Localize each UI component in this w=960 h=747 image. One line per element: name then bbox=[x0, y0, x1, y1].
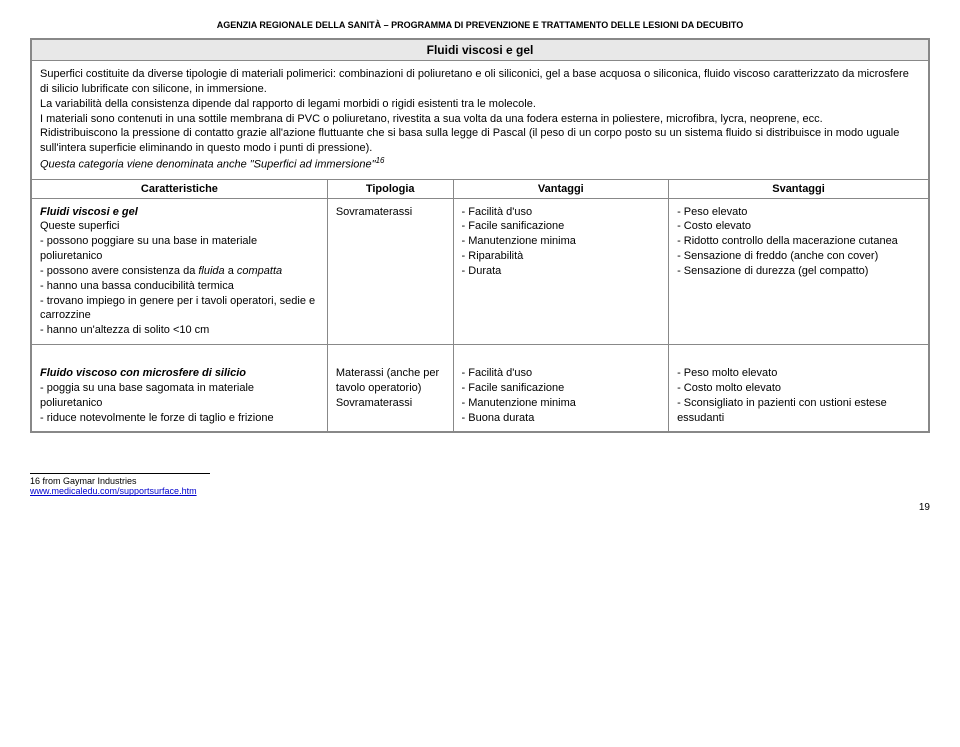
list-item: - Sconsigliato in pazienti con ustioni e… bbox=[677, 396, 920, 426]
col-header-tipologia: Tipologia bbox=[327, 179, 453, 198]
list-item: - riduce notevolmente le forze di taglio… bbox=[40, 411, 319, 426]
list-item: - Facile sanificazione bbox=[462, 381, 661, 396]
footnote-ref-inline: 16 bbox=[376, 156, 385, 165]
list-item: - Riparabilità bbox=[462, 249, 661, 264]
list-item: - Peso molto elevato bbox=[677, 366, 920, 381]
main-table: Fluidi viscosi e gel Superfici costituit… bbox=[30, 38, 930, 433]
col-header-caratteristiche: Caratteristiche bbox=[31, 179, 327, 198]
list-item: - Facilità d'uso bbox=[462, 366, 661, 381]
footnote-link[interactable]: www.medicaledu.com/supportsurface.htm bbox=[30, 486, 197, 496]
row1-svantaggi: - Peso elevato- Costo elevato- Ridotto c… bbox=[669, 198, 929, 345]
list-item: - Ridotto controllo della macerazione cu… bbox=[677, 234, 920, 249]
row1-title: Fluidi viscosi e gel bbox=[40, 206, 138, 218]
footnote-text: from Gaymar Industries bbox=[40, 476, 137, 486]
document-header: AGENZIA REGIONALE DELLA SANITÀ – PROGRAM… bbox=[30, 20, 930, 30]
list-item: - hanno una bassa conducibilità termica bbox=[40, 279, 319, 294]
row1-caratt-list: - possono poggiare su una base in materi… bbox=[40, 234, 319, 338]
list-item: - Manutenzione minima bbox=[462, 396, 661, 411]
row2-title: Fluido viscoso con microsfere di silicio bbox=[40, 367, 246, 379]
list-item: Materassi (anche per tavolo operatorio) bbox=[336, 366, 445, 396]
list-item: - Sensazione di freddo (anche con cover) bbox=[677, 249, 920, 264]
desc-last-line: Questa categoria viene denominata anche … bbox=[40, 159, 376, 171]
list-item: - hanno un'altezza di solito <10 cm bbox=[40, 323, 319, 338]
row1-vantaggi: - Facilità d'uso- Facile sanificazione- … bbox=[453, 198, 669, 345]
list-item: - Facilità d'uso bbox=[462, 205, 661, 220]
list-item: - Costo molto elevato bbox=[677, 381, 920, 396]
list-item: - Sensazione di durezza (gel compatto) bbox=[677, 264, 920, 279]
list-item: Sovramaterassi bbox=[336, 396, 445, 411]
list-item: - trovano impiego in genere per i tavoli… bbox=[40, 294, 319, 324]
section-description: Superfici costituite da diverse tipologi… bbox=[31, 61, 929, 180]
list-item: - Manutenzione minima bbox=[462, 234, 661, 249]
list-item: - Costo elevato bbox=[677, 219, 920, 234]
list-item: - Durata bbox=[462, 264, 661, 279]
list-item: - possono avere consistenza da fluida a … bbox=[40, 264, 319, 279]
section-title: Fluidi viscosi e gel bbox=[31, 39, 929, 61]
list-item: - Buona durata bbox=[462, 411, 661, 426]
footnote: 16 from Gaymar Industries www.medicaledu… bbox=[30, 473, 210, 496]
row2-svantaggi: - Peso molto elevato- Costo molto elevat… bbox=[669, 345, 929, 433]
footnote-num: 16 bbox=[30, 476, 40, 486]
list-item: - Facile sanificazione bbox=[462, 219, 661, 234]
row1-sub: Queste superfici bbox=[40, 220, 119, 232]
row2-caratt-list: - poggia su una base sagomata in materia… bbox=[40, 381, 319, 426]
row2-caratteristiche: Fluido viscoso con microsfere di silicio… bbox=[31, 345, 327, 433]
row1-caratteristiche: Fluidi viscosi e gel Queste superfici - … bbox=[31, 198, 327, 345]
row2-vantaggi: - Facilità d'uso- Facile sanificazione- … bbox=[453, 345, 669, 433]
list-item: - possono poggiare su una base in materi… bbox=[40, 234, 319, 264]
row1-tipologia: Sovramaterassi bbox=[327, 198, 453, 345]
list-item: - Peso elevato bbox=[677, 205, 920, 220]
col-header-svantaggi: Svantaggi bbox=[669, 179, 929, 198]
page-number: 19 bbox=[30, 502, 930, 513]
col-header-vantaggi: Vantaggi bbox=[453, 179, 669, 198]
list-item: - poggia su una base sagomata in materia… bbox=[40, 381, 319, 411]
row2-tipologia: Materassi (anche per tavolo operatorio)S… bbox=[327, 345, 453, 433]
